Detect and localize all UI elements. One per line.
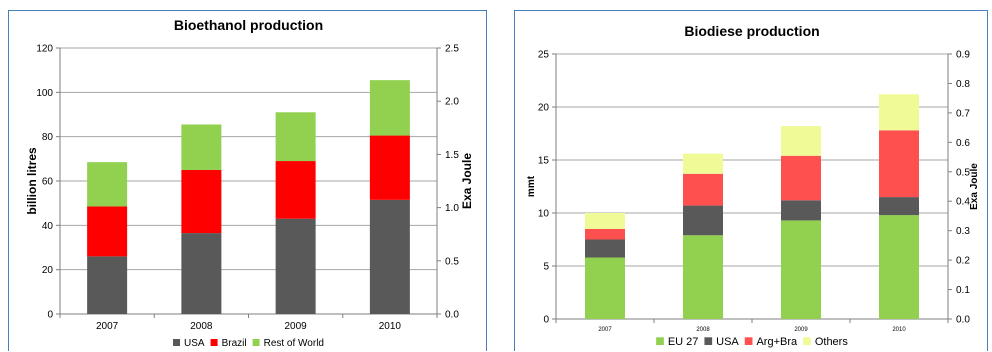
y-tick-label: 0 — [543, 315, 549, 326]
y2-tick-label: 1.0 — [445, 203, 459, 214]
bar-segment-usa-2007 — [87, 256, 128, 314]
y-tick-label: 20 — [42, 265, 54, 276]
bar-segment-rest-of-world-2007 — [87, 162, 128, 207]
y-tick-label: 10 — [538, 209, 550, 220]
bar-segment-eu-27-2009 — [781, 220, 821, 319]
y2-tick-label: 2.5 — [445, 44, 459, 55]
legend-swatch — [744, 337, 753, 345]
y-tick-label: 0 — [47, 310, 53, 321]
y-axis-label: billion litres — [25, 147, 39, 215]
x-tick-label: 2010 — [379, 321, 402, 332]
y-tick-label: 60 — [42, 177, 54, 188]
bar-segment-arg-bra-2007 — [585, 228, 625, 240]
y2-tick-label: 0.5 — [956, 167, 970, 178]
y2-tick-label: 0.1 — [956, 285, 970, 296]
bar-segment-usa-2010 — [879, 197, 919, 216]
y2-tick-label: 0.6 — [956, 138, 970, 149]
x-tick-label: 2009 — [794, 327, 808, 333]
x-tick-label: 2010 — [892, 327, 906, 333]
bar-segment-brazil-2007 — [87, 206, 128, 257]
legend: USA Brazil Rest of World — [173, 338, 324, 349]
legend-swatch — [704, 337, 713, 345]
y2-axis-label: Exa Joule — [969, 163, 980, 210]
y2-tick-label: 0.5 — [445, 256, 459, 267]
y-tick-label: 40 — [42, 221, 54, 232]
y2-tick-label: 1.5 — [445, 150, 459, 161]
y-tick-label: 15 — [538, 156, 550, 167]
legend-swatch — [252, 339, 260, 346]
bar-segment-rest-of-world-2009 — [275, 112, 316, 162]
legend-label: USA — [184, 338, 205, 349]
y2-tick-label: 0.2 — [956, 256, 970, 267]
y2-tick-label: 0.9 — [956, 50, 970, 61]
bar-segment-rest-of-world-2008 — [181, 124, 222, 170]
y2-tick-label: 2.0 — [445, 97, 459, 108]
bar-segment-brazil-2009 — [275, 161, 316, 219]
y2-tick-label: 0.7 — [956, 108, 970, 119]
bar-segment-arg-bra-2008 — [683, 173, 723, 206]
y2-tick-label: 0.8 — [956, 79, 970, 90]
y2-tick-label: 0.3 — [956, 226, 970, 237]
bioethanol-chart: Bioethanol production 0 20 40 60 80 100 120 0.0 0… — [25, 17, 474, 349]
bar-segment-others-2008 — [683, 153, 723, 174]
bar-segment-usa-2010 — [369, 199, 410, 314]
legend-swatch — [803, 337, 811, 345]
biodiesel-chart: Biodiese production 0 5 10 15 20 25 0.0 0.1 0.2 0.… — [526, 23, 980, 348]
bar-segment-usa-2008 — [181, 233, 222, 314]
bar-segment-others-2010 — [879, 94, 919, 131]
y-tick-label: 25 — [538, 50, 550, 61]
bar-segment-usa-2007 — [585, 239, 625, 258]
bar-segment-eu-27-2008 — [683, 235, 723, 319]
x-tick-label: 2009 — [285, 321, 308, 332]
y-axis-label: mmt — [526, 175, 537, 197]
bar-segment-brazil-2010 — [369, 135, 410, 200]
y-tick-label: 5 — [543, 262, 549, 273]
chart-title: Biodiese production — [684, 23, 819, 39]
legend-label: Arg+Bra — [756, 336, 798, 348]
legend: EU 27 USA Arg+Bra Others — [656, 336, 848, 348]
bar-segment-rest-of-world-2010 — [369, 80, 410, 136]
bar-segment-eu-27-2010 — [879, 215, 919, 319]
y2-tick-label: 0.0 — [956, 315, 970, 326]
y-tick-label: 20 — [538, 103, 550, 114]
y-tick-label: 120 — [36, 44, 53, 55]
biodiesel-chart-panel: Biodiese production 0 5 10 15 20 25 0.0 0.1 0.2 0.… — [514, 10, 988, 351]
x-tick-label: 2007 — [96, 321, 119, 332]
legend-label: Rest of World — [264, 338, 324, 349]
chart-title: Bioethanol production — [174, 17, 323, 33]
legend-label: Brazil — [222, 338, 247, 349]
bar-segment-usa-2009 — [781, 200, 821, 221]
y-tick-label: 80 — [42, 132, 54, 143]
legend-label: Others — [815, 336, 849, 348]
bar-segment-others-2009 — [781, 126, 821, 156]
y2-axis-label: Exa Joule — [460, 153, 474, 209]
bar-segment-eu-27-2007 — [585, 257, 625, 319]
bar-segment-brazil-2008 — [181, 169, 222, 234]
bar-segment-usa-2008 — [683, 205, 723, 236]
legend-label: USA — [716, 336, 739, 348]
bioethanol-chart-panel: Bioethanol production 0 20 40 60 80 100 120 0.0 0… — [8, 10, 487, 351]
legend-swatch — [210, 339, 218, 346]
y-tick-label: 100 — [36, 88, 53, 99]
legend-swatch — [173, 339, 181, 346]
bar-segment-arg-bra-2010 — [879, 130, 919, 198]
y2-tick-label: 0.0 — [445, 310, 459, 321]
bar-segment-usa-2009 — [275, 218, 316, 314]
legend-label: EU 27 — [668, 336, 699, 348]
x-tick-label: 2008 — [190, 321, 213, 332]
legend-swatch — [656, 337, 664, 345]
x-tick-label: 2008 — [696, 327, 710, 333]
x-tick-label: 2007 — [598, 327, 612, 333]
bar-segment-others-2007 — [585, 213, 625, 229]
y2-tick-label: 0.4 — [956, 197, 970, 208]
bar-segment-arg-bra-2009 — [781, 155, 821, 201]
